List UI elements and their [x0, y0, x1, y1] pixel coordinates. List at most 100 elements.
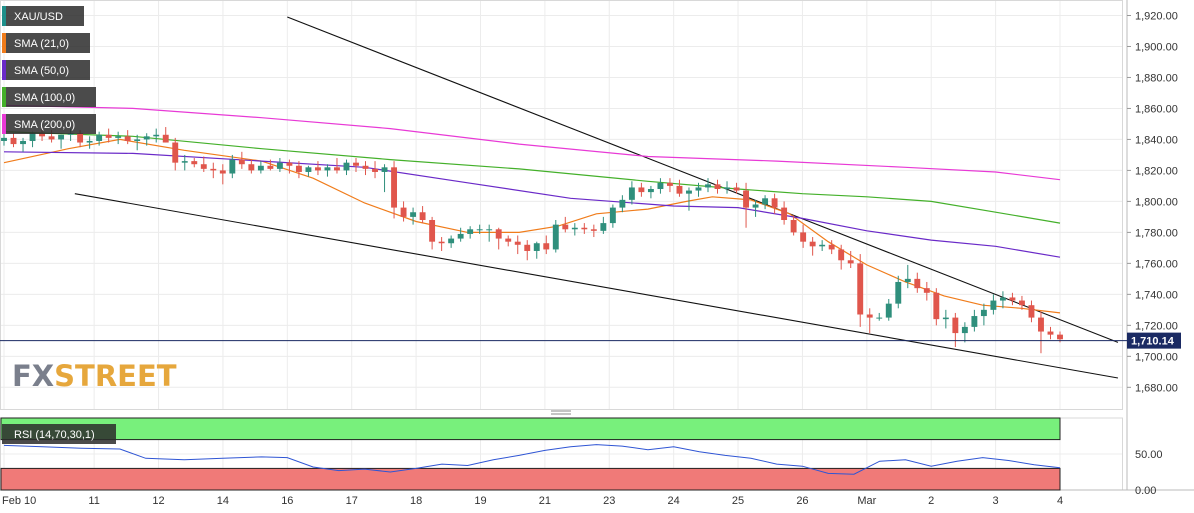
legend-swatch — [2, 114, 6, 134]
price-tick-label: 1,780.00 — [1135, 227, 1178, 239]
price-tick-label: 1,680.00 — [1135, 382, 1178, 394]
candle — [609, 204, 616, 228]
legend: XAU/USD SMA (21,0) SMA (50,0) SMA (100,0) SM… — [2, 6, 96, 134]
candle — [571, 223, 578, 236]
candle — [486, 224, 493, 242]
legend-item[interactable]: SMA (50,0) — [2, 60, 90, 80]
candle — [914, 272, 921, 293]
candle — [514, 235, 521, 255]
rsi-legend: RSI (14,70,30,1) — [2, 424, 116, 444]
candle — [666, 178, 673, 193]
candle — [809, 237, 816, 256]
candle — [410, 207, 417, 225]
last-price-label: 1,710.14 — [1131, 336, 1175, 348]
candle — [467, 226, 474, 239]
candle — [1047, 326, 1054, 340]
candle — [533, 241, 540, 259]
candlesticks — [1, 127, 1063, 354]
candle — [429, 216, 436, 250]
candle — [343, 159, 350, 176]
candle — [334, 158, 340, 174]
candle — [790, 215, 797, 236]
candle — [933, 288, 940, 326]
candle — [314, 161, 321, 176]
candle — [457, 227, 464, 242]
sma-line-2 — [3, 151, 1061, 258]
candle — [828, 240, 835, 255]
candle — [257, 161, 264, 174]
sma-line-4 — [3, 104, 1061, 181]
candle — [1038, 311, 1044, 354]
candle — [999, 291, 1006, 309]
candle — [857, 254, 864, 327]
rsi-overbought-zone — [0, 417, 1061, 441]
candle — [562, 216, 569, 233]
candle — [724, 181, 730, 194]
rsi-line — [3, 444, 1061, 475]
price-axis: 1,680.00 1,700.00 1,720.00 1,740.00 1,760.00… — [1127, 10, 1178, 394]
time-tick-label: 4 — [1057, 495, 1063, 507]
candle — [305, 165, 312, 177]
candle — [1028, 300, 1035, 323]
price-tick-label: 1,800.00 — [1135, 196, 1178, 208]
price-tick-label: 1,740.00 — [1135, 289, 1178, 301]
time-tick-label: 16 — [281, 495, 293, 507]
candle — [10, 133, 17, 148]
candle — [495, 227, 502, 250]
candle — [1018, 295, 1025, 310]
sma-line-3 — [3, 131, 1061, 224]
time-axis: Feb 10 11 12 14 16 17 18 19 21 23 24 25 26 Mar 2 3 4 — [2, 495, 1063, 507]
candle — [1009, 292, 1016, 306]
candle — [619, 195, 626, 213]
candle — [181, 154, 188, 171]
candle — [29, 131, 36, 148]
candle — [134, 134, 141, 151]
candle — [400, 201, 407, 222]
legend-item[interactable]: SMA (100,0) — [2, 87, 96, 107]
time-tick-label: 25 — [732, 495, 744, 507]
candle — [904, 264, 911, 289]
candle — [381, 164, 388, 193]
candle — [885, 299, 892, 321]
candle — [172, 137, 179, 171]
candle — [581, 223, 588, 234]
candle — [153, 128, 160, 143]
time-tick-label: 17 — [346, 495, 358, 507]
time-tick-label: Feb 10 — [2, 495, 36, 507]
candle — [505, 235, 512, 247]
legend-item[interactable]: SMA (21,0) — [2, 33, 90, 53]
candle — [705, 178, 711, 193]
trendline-1 — [287, 16, 1119, 343]
candle — [961, 322, 968, 343]
legend-item[interactable]: XAU/USD — [2, 6, 84, 26]
candle — [105, 128, 112, 143]
last-price-tag — [1127, 332, 1181, 349]
candle — [362, 161, 369, 176]
candle — [676, 179, 683, 197]
svg-text:FXSTREET: FXSTREET — [12, 359, 177, 393]
candle — [20, 137, 26, 152]
candle — [391, 161, 398, 219]
candle — [476, 224, 483, 234]
watermark-fx: FX — [12, 359, 54, 393]
candle — [552, 219, 559, 253]
candle — [895, 275, 902, 309]
candle — [286, 159, 293, 174]
watermark-street: STREET — [54, 359, 177, 393]
candle — [200, 156, 207, 172]
time-tick-label: 18 — [410, 495, 422, 507]
candle — [819, 240, 826, 251]
candle — [419, 206, 426, 224]
candle — [353, 158, 359, 172]
candle — [980, 303, 987, 326]
candle — [191, 158, 198, 168]
time-tick-label: 12 — [152, 495, 164, 507]
candle — [590, 224, 597, 238]
candle — [219, 164, 226, 185]
legend-swatch — [2, 60, 6, 80]
legend-item[interactable]: SMA (200,0) — [2, 114, 96, 134]
candle — [162, 127, 169, 143]
pane-splitter-handle[interactable] — [551, 410, 571, 415]
candle — [657, 178, 664, 194]
